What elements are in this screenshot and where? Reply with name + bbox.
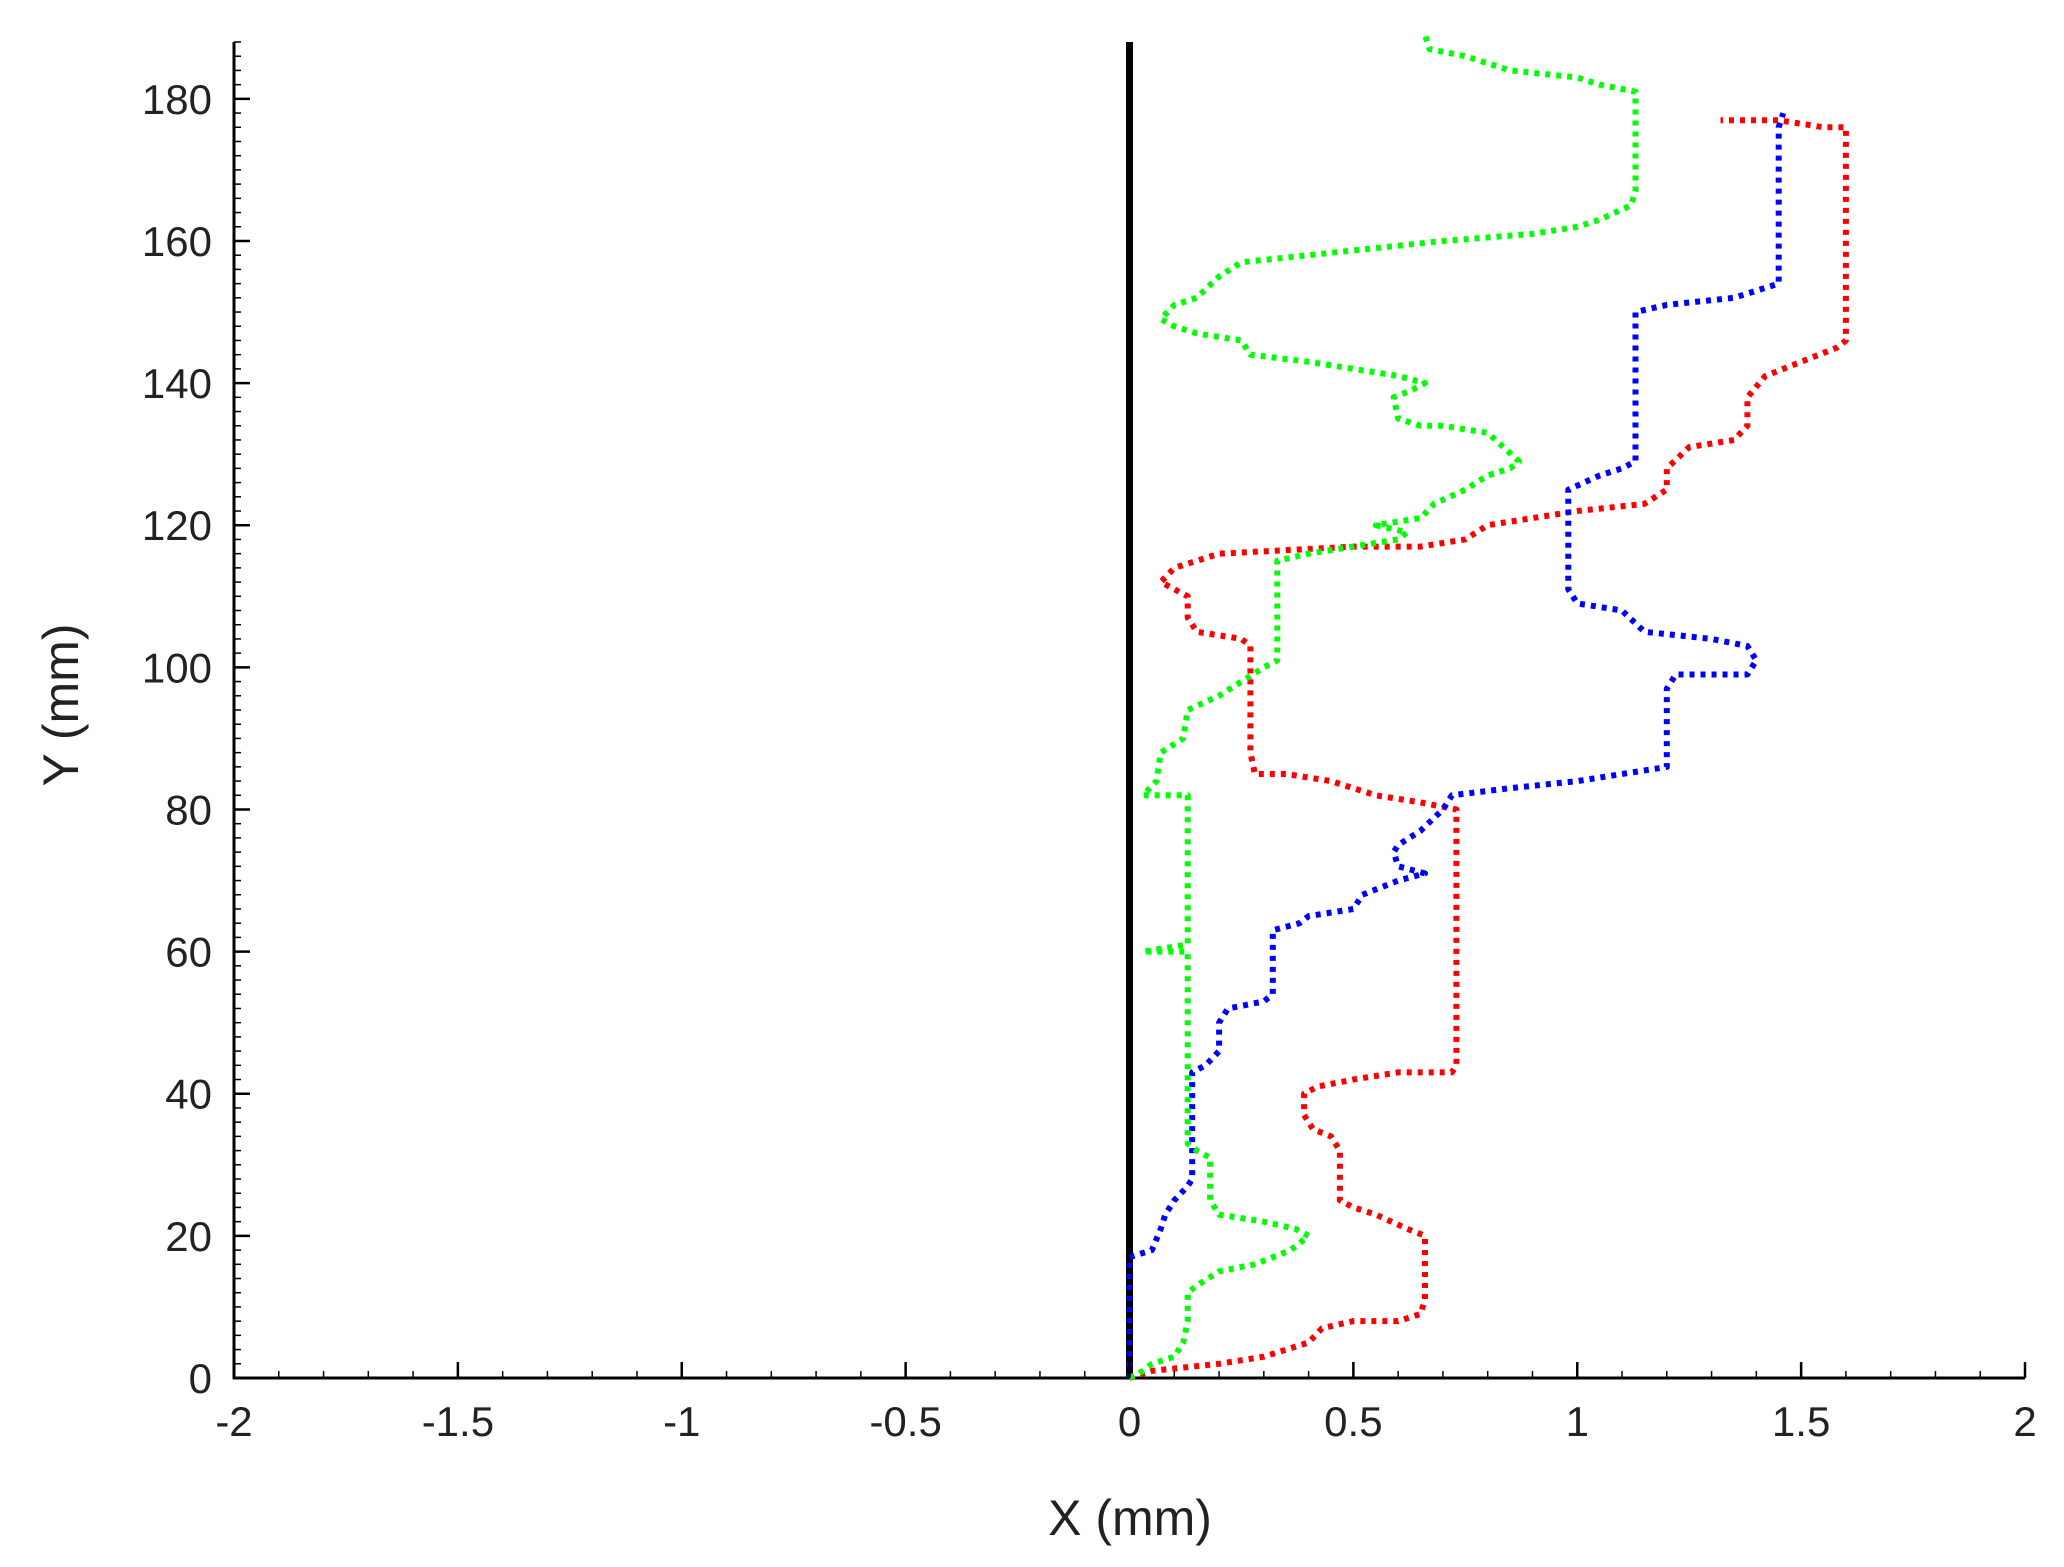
y-tick-label: 20 [165, 1213, 212, 1260]
y-tick-label: 40 [165, 1071, 212, 1118]
x-tick-label: -2 [215, 1398, 252, 1445]
x-tick-label: -1.5 [422, 1398, 494, 1445]
y-tick-label: 180 [142, 76, 212, 123]
x-tick-label: 2 [2013, 1398, 2036, 1445]
y-tick-label: 140 [142, 360, 212, 407]
y-axis-title: Y (mm) [33, 624, 89, 787]
red-series-line [1128, 117, 1849, 1381]
x-tick-label: 0.5 [1324, 1398, 1382, 1445]
y-tick-label: 0 [189, 1355, 212, 1402]
y-tick-label: 120 [142, 502, 212, 549]
x-tick-label: 1 [1566, 1398, 1589, 1445]
y-tick-label: 100 [142, 644, 212, 691]
y-tick-label: 160 [142, 218, 212, 265]
series-group [1126, 33, 1849, 1381]
ticks: -2 -1.5 -1 -0.5 0 0.5 1 1.5 20204060801001201401… [142, 41, 2037, 1445]
x-tick-label: 1.5 [1772, 1398, 1830, 1445]
x-tick-label: 0 [1118, 1398, 1141, 1445]
green-series-line [1128, 33, 1639, 1381]
x-tick-label: -0.5 [869, 1398, 941, 1445]
x-axis-title: X (mm) [1048, 1490, 1212, 1546]
blue-series-line [1126, 112, 1787, 1378]
y-tick-label: 60 [165, 929, 212, 976]
y-tick-label: 80 [165, 786, 212, 833]
x-tick-label: -1 [663, 1398, 700, 1445]
